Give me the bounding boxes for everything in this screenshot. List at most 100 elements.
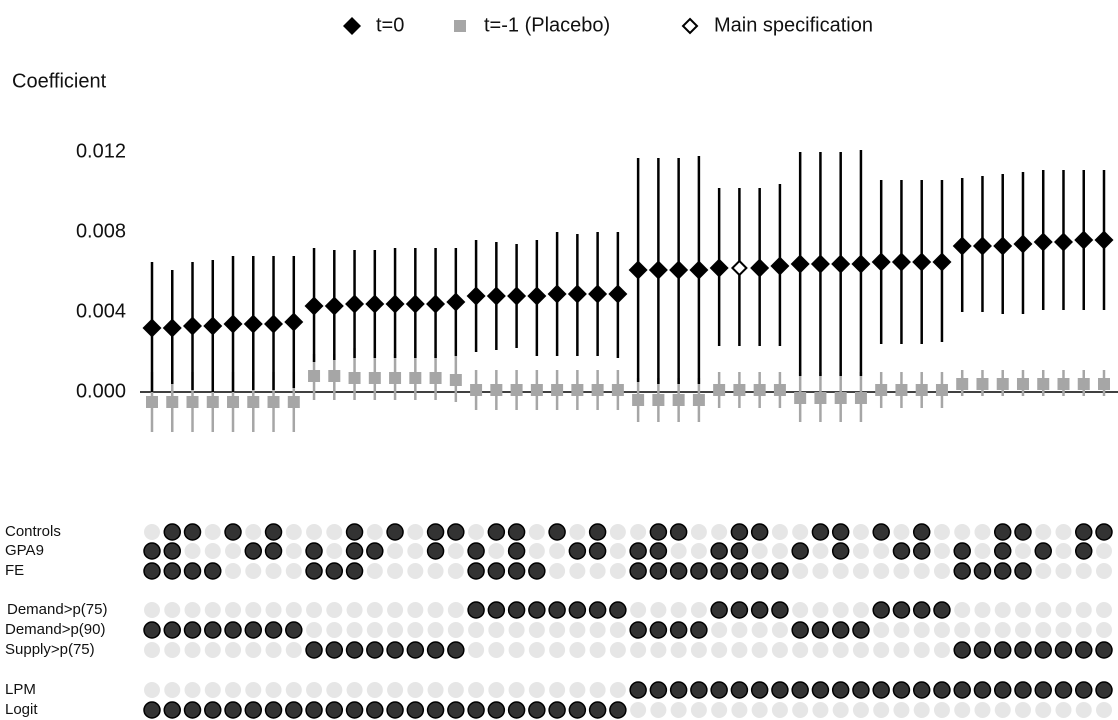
indicator-dot <box>305 542 323 560</box>
indicator-dot <box>1014 641 1032 659</box>
indicator-dot <box>225 682 242 698</box>
placebo-point <box>146 396 158 408</box>
indicator-dot <box>265 642 282 658</box>
indicator-dot <box>487 601 506 619</box>
placebo-point <box>368 372 381 384</box>
indicator-dot <box>690 562 708 580</box>
indicator-dot <box>629 542 647 560</box>
indicator-dot <box>426 641 445 659</box>
placebo-point <box>206 396 219 408</box>
indicator-dot <box>427 563 444 579</box>
coef-point <box>588 284 608 304</box>
indicator-dot <box>832 642 849 658</box>
indicator-dot <box>933 524 950 540</box>
indicator-dot <box>305 701 323 719</box>
indicator-dot <box>872 523 890 541</box>
indicator-dot <box>407 543 424 559</box>
indicator-dot <box>345 562 364 580</box>
indicator-dot <box>609 524 626 540</box>
indicator-dot <box>852 681 870 699</box>
indicator-dot <box>852 602 869 618</box>
indicator-dot <box>669 523 688 541</box>
indicator-dot <box>609 642 626 658</box>
indicator-dot <box>447 641 465 659</box>
indicator-dot <box>690 524 707 540</box>
indicator-dot <box>528 524 545 540</box>
indicator-dot <box>468 622 485 638</box>
placebo-point <box>895 384 908 396</box>
indicator-dot <box>508 682 525 698</box>
placebo-point <box>935 384 948 396</box>
indicator-dot <box>345 641 364 659</box>
indicator-dot <box>872 601 890 619</box>
indicator-dot <box>872 681 890 699</box>
indicator-dot <box>711 622 728 638</box>
indicator-dot <box>467 562 485 580</box>
coef-point <box>851 254 871 274</box>
coef-point <box>952 236 972 256</box>
indicator-dot <box>244 621 263 639</box>
coef-point <box>810 254 830 274</box>
indicator-dot <box>164 682 181 698</box>
indicator-dot <box>750 681 769 699</box>
placebo-point <box>490 384 503 396</box>
indicator-dot <box>366 602 383 618</box>
indicator-dot <box>1055 602 1072 618</box>
indicator-dot <box>306 622 323 638</box>
indicator-dot <box>569 682 586 698</box>
indicator-dot <box>224 621 242 639</box>
indicator-dot <box>1096 602 1112 618</box>
indicator-dot <box>447 523 465 541</box>
indicator-dot <box>1095 641 1113 659</box>
indicator-dot <box>730 523 749 541</box>
indicator-dot <box>1074 641 1093 659</box>
indicator-dot <box>387 682 404 698</box>
coef-point <box>567 284 587 304</box>
indicator-dot <box>1096 702 1112 718</box>
placebo-point <box>773 384 786 396</box>
indicator-dot <box>629 562 647 580</box>
indicator-dot <box>184 602 201 618</box>
indicator-label: Demand>p(90) <box>5 621 105 638</box>
indicator-dot <box>487 562 506 580</box>
coef-point <box>1094 230 1114 250</box>
indicator-dot <box>1096 563 1112 579</box>
indicator-dot <box>731 622 748 638</box>
coef-point <box>750 258 770 278</box>
indicator-dot <box>204 602 221 618</box>
indicator-dot <box>832 563 849 579</box>
indicator-dot <box>426 701 445 719</box>
coef-point <box>405 294 425 314</box>
indicator-dot <box>912 542 931 560</box>
placebo-point <box>875 384 888 396</box>
indicator-dot <box>650 642 667 658</box>
indicator-dot <box>427 682 444 698</box>
indicator-dot <box>346 682 363 698</box>
indicator-dot <box>1096 622 1112 638</box>
indicator-dot <box>954 622 971 638</box>
indicator-dot <box>1055 524 1072 540</box>
indicator-dot <box>366 524 383 540</box>
indicator-dot <box>447 682 464 698</box>
indicator-label: FE <box>5 562 24 579</box>
indicator-dot <box>974 602 991 618</box>
indicator-dot <box>609 622 626 638</box>
indicator-dot <box>974 622 991 638</box>
placebo-point <box>713 384 726 396</box>
indicator-dot <box>973 681 992 699</box>
indicator-dot <box>831 681 850 699</box>
indicator-dot <box>690 621 708 639</box>
indicator-dot <box>974 524 991 540</box>
indicator-dot <box>730 542 749 560</box>
indicator-dot <box>690 702 707 718</box>
indicator-dot <box>183 621 202 639</box>
indicator-dot <box>1014 622 1031 638</box>
indicator-dot <box>528 543 545 559</box>
indicator-dot <box>771 543 788 559</box>
indicator-dot <box>1014 523 1032 541</box>
indicator-dot <box>589 563 606 579</box>
placebo-point <box>287 396 300 408</box>
indicator-dot <box>954 524 971 540</box>
indicator-dot <box>184 682 201 698</box>
placebo-point <box>409 372 422 384</box>
